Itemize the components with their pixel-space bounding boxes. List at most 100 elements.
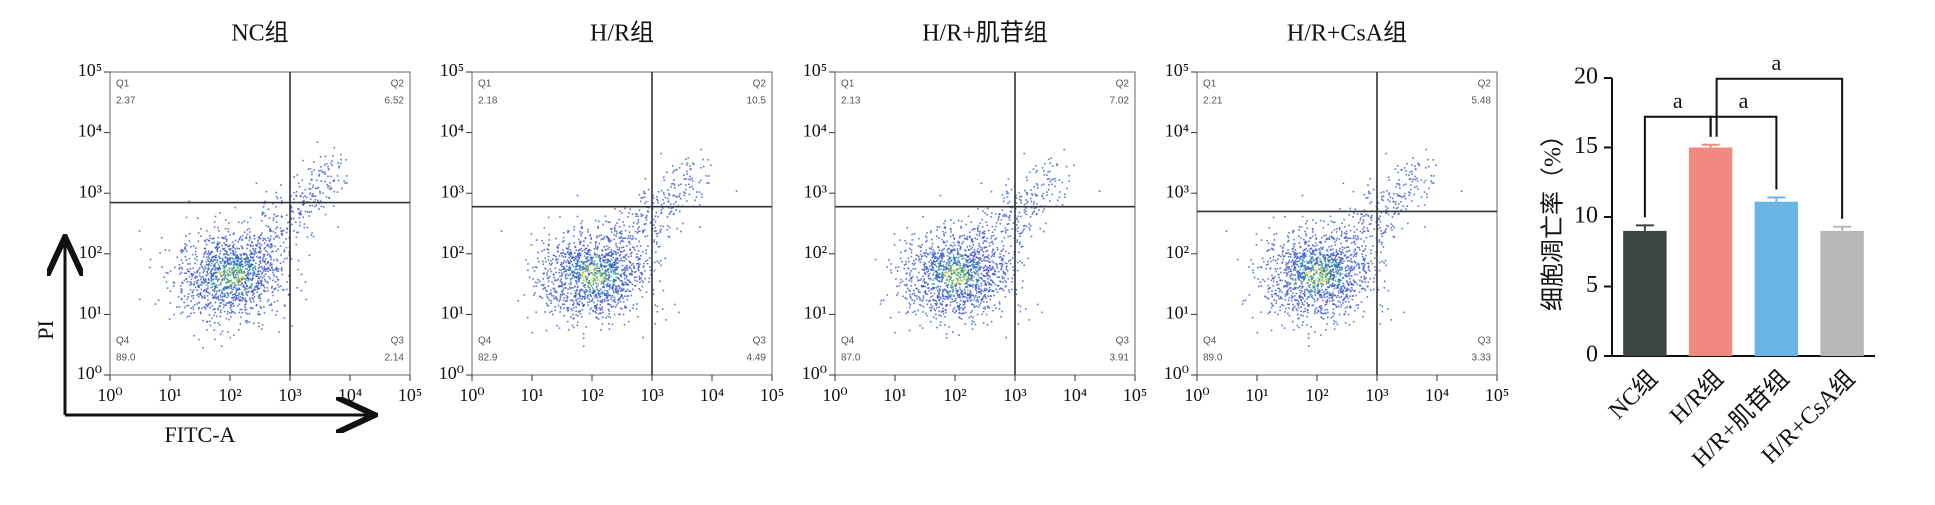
dot [207,321,209,323]
dot [616,304,618,306]
dot [938,294,940,296]
dot [587,276,589,278]
dot [920,261,922,263]
dot [597,249,599,251]
dot [650,269,652,271]
dot [594,305,596,307]
dot [189,281,191,283]
dot [196,289,198,291]
dot [923,295,925,297]
dot [219,212,221,214]
dot [169,250,171,252]
dot [984,269,986,271]
dot [239,289,241,291]
dot [1018,221,1020,223]
dot [941,269,943,271]
dot [629,231,631,233]
dot [886,266,888,268]
dot [999,301,1001,303]
dot [661,209,663,211]
dot [954,300,956,302]
dot [1026,214,1028,216]
dot [189,276,191,278]
dot [1001,263,1003,265]
dot [570,282,572,284]
dot [991,241,993,243]
dot [993,273,995,275]
dot [961,307,963,309]
dot [907,311,909,313]
dot [263,206,265,208]
dot [969,262,971,264]
dot [958,316,960,318]
dot [993,290,995,292]
dot [1024,209,1026,211]
dot [638,263,640,265]
dot [260,282,262,284]
dot [600,235,602,237]
dot [546,302,548,304]
dot [940,253,942,255]
dot [928,287,930,289]
dot [209,303,211,305]
dot [575,300,577,302]
dot [1010,235,1012,237]
dot [980,293,982,295]
dot [300,210,302,212]
dot [563,315,565,317]
dot [588,274,590,276]
dot [648,211,650,213]
dot [960,300,962,302]
dot [296,196,298,198]
dot [596,286,598,288]
dot [623,284,625,286]
dot [953,242,955,244]
dot [226,286,228,288]
dot [947,274,949,276]
dot [930,321,932,323]
dot [999,213,1001,215]
dot [637,232,639,234]
dot [310,168,312,170]
dot [219,272,221,274]
dot [977,301,979,303]
dot [1361,245,1363,247]
dot [635,238,637,240]
dot [642,215,644,217]
dot [298,217,300,219]
dot [249,238,251,240]
dot [291,224,293,226]
dot [954,272,956,274]
dot [221,279,223,281]
dot [315,199,317,201]
dot [965,259,967,261]
dot [233,264,235,266]
dot [570,261,572,263]
dot [267,301,269,303]
dot [206,230,208,232]
dot [985,251,987,253]
dot [1004,274,1006,276]
dot [1008,289,1010,291]
dot [979,267,981,269]
dot [629,262,631,264]
dot [640,197,642,199]
dot [572,325,574,327]
dot [548,259,550,261]
dot [283,249,285,251]
dot [914,295,916,297]
dot [659,246,661,248]
dot [233,270,235,272]
dot [589,313,591,315]
dot [616,288,618,290]
dot [242,235,244,237]
dot [579,298,581,300]
dot [950,295,952,297]
dot [948,276,950,278]
dot [180,313,182,315]
dot [176,257,178,259]
dot [552,288,554,290]
dot [1061,182,1063,184]
dot [992,226,994,228]
dot [608,323,610,325]
